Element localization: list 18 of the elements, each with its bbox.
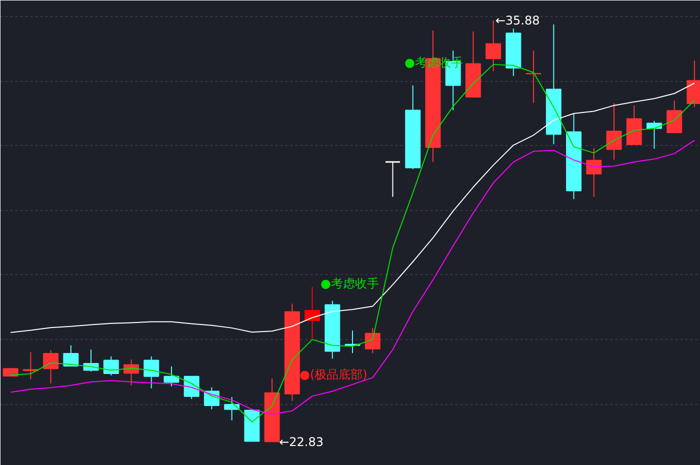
candlestick (586, 148, 602, 198)
candlestick (103, 356, 119, 376)
annotation: ←35.88 (495, 14, 540, 28)
candlestick (666, 100, 682, 134)
candlestick (164, 366, 180, 387)
annotation: ●考虑收手 (320, 276, 379, 290)
candlestick (646, 120, 662, 150)
candlestick (144, 356, 160, 389)
candlestick (526, 50, 542, 104)
candlestick (43, 350, 59, 384)
candlestick (63, 344, 79, 367)
candlestick (384, 161, 401, 198)
candlestick (304, 286, 320, 340)
candlestick (606, 102, 622, 160)
annotation: ←22.83 (279, 434, 324, 449)
candlestick (224, 396, 240, 421)
annotation: ●(极品底部) (300, 368, 368, 382)
candlestick (22, 352, 38, 380)
